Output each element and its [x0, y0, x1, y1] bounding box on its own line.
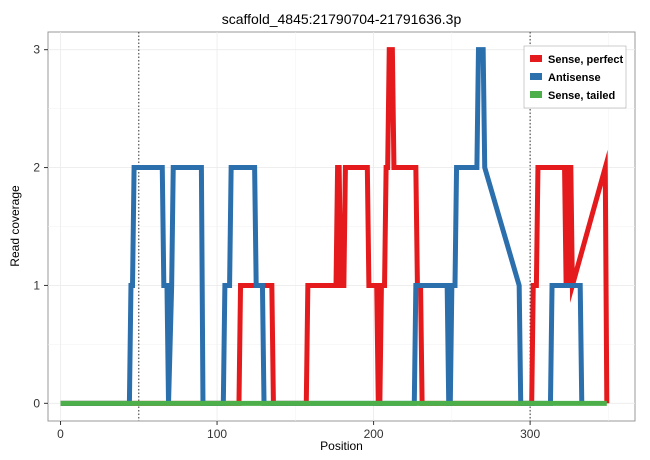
series-line-antisense	[60, 47, 585, 406]
legend: Sense, perfect Antisense Sense, tailed	[523, 45, 627, 109]
series-lines	[60, 47, 610, 406]
x-tick-label: 200	[364, 427, 384, 441]
series-line-sense-perfect	[60, 47, 610, 406]
legend-label-sense-perfect: Sense, perfect	[548, 54, 624, 66]
legend-label-antisense: Antisense	[548, 72, 601, 84]
x-tick-label: 100	[207, 427, 227, 441]
y-tick-label: 3	[33, 43, 40, 57]
legend-swatch-antisense	[530, 73, 542, 80]
y-tick-label: 0	[33, 396, 40, 410]
x-axis-label: Position	[320, 439, 363, 453]
y-axis-ticks: 0 1 2 3	[33, 43, 48, 410]
legend-label-sense-tailed: Sense, tailed	[548, 90, 615, 102]
y-tick-label: 2	[33, 161, 40, 175]
x-axis-ticks: 0 100 200 300	[57, 421, 540, 441]
chart-title: scaffold_4845:21790704-21791636.3p	[222, 11, 462, 27]
x-tick-label: 0	[57, 427, 64, 441]
legend-swatch-sense-tailed	[530, 91, 542, 98]
y-axis-label: Read coverage	[8, 185, 22, 267]
legend-swatch-sense-perfect	[530, 55, 542, 62]
y-tick-label: 1	[33, 278, 40, 292]
x-tick-label: 300	[520, 427, 540, 441]
